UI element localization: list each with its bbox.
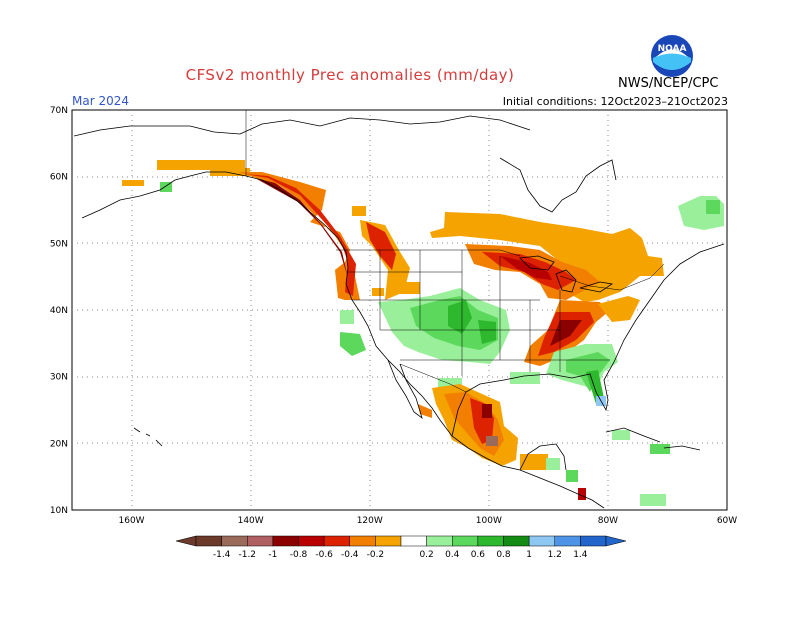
colorbar-swatch: [477, 535, 504, 547]
initial-conditions: Initial conditions: 12Oct2023–21Oct2023: [502, 95, 728, 108]
colorbar-label: 0.4: [445, 550, 460, 560]
lat-label: 60N: [50, 173, 68, 183]
colorbar-swatch: [580, 535, 607, 547]
colorbar-label: 0.6: [471, 550, 486, 560]
lon-labels: 160W 140W 120W 100W 80W 60W: [119, 516, 738, 526]
colorbar-swatch: [247, 535, 274, 547]
colorbar-swatch: [400, 535, 427, 547]
map-title: CFSv2 monthly Prec anomalies (mm/day): [185, 66, 515, 84]
colorbar-swatch: [195, 535, 222, 547]
lat-label: 40N: [50, 306, 68, 316]
forecast-month: Mar 2024: [72, 94, 129, 108]
colorbar-label: 0.8: [496, 550, 511, 560]
colorbar-label: -0.4: [341, 550, 359, 560]
lat-label: 50N: [50, 239, 68, 249]
colorbar-arrow-right: [605, 535, 627, 547]
anomaly-fields: [122, 160, 724, 506]
colorbar-swatch: [323, 535, 350, 547]
lon-label: 140W: [238, 516, 264, 526]
colorbar-swatch: [349, 535, 376, 547]
colorbar-swatch: [554, 535, 581, 547]
lat-labels: 70N 60N 50N 40N 30N 20N 10N: [50, 106, 68, 516]
colorbar-swatch: [298, 535, 325, 547]
agency-label: NWS/NCEP/CPC: [618, 76, 719, 91]
colorbar-legend: -1.4 -1.2 -1 -0.8 -0.6 -0.4 -0.2 0.2 0.4 0.6 0.8 1 1…: [175, 535, 627, 560]
colorbar-label: -1: [268, 550, 277, 560]
lon-label: 60W: [717, 516, 737, 526]
colorbar-label: -0.2: [367, 550, 385, 560]
colorbar-label: 1.4: [573, 550, 588, 560]
colorbar-label: 0.2: [419, 550, 433, 560]
lon-label: 120W: [357, 516, 383, 526]
lon-label: 100W: [476, 516, 502, 526]
colorbar-label: 1: [526, 550, 532, 560]
colorbar-swatch: [452, 535, 479, 547]
lat-label: 70N: [50, 106, 68, 116]
colorbar-swatch: [503, 535, 530, 547]
colorbar-label: -1.2: [238, 550, 256, 560]
colorbar-label: -1.4: [213, 550, 231, 560]
noaa-logo: NOAA: [650, 34, 694, 78]
colorbar-label: 1.2: [548, 550, 562, 560]
colorbar-swatch: [426, 535, 453, 547]
colorbar-label: -0.6: [315, 550, 333, 560]
lat-label: 20N: [50, 439, 68, 449]
political-borders: [245, 110, 665, 393]
colorbar-swatch: [221, 535, 248, 547]
colorbar-swatch: [375, 535, 402, 547]
colorbar-swatch: [272, 535, 299, 547]
lat-label: 10N: [50, 506, 68, 516]
colorbar-arrow-left: [175, 535, 197, 547]
colorbar-label: -0.8: [290, 550, 308, 560]
lon-label: 80W: [598, 516, 618, 526]
logo-text: NOAA: [658, 44, 687, 54]
lon-label: 160W: [119, 516, 145, 526]
colorbar-swatch: [528, 535, 555, 547]
lat-label: 30N: [50, 373, 68, 383]
